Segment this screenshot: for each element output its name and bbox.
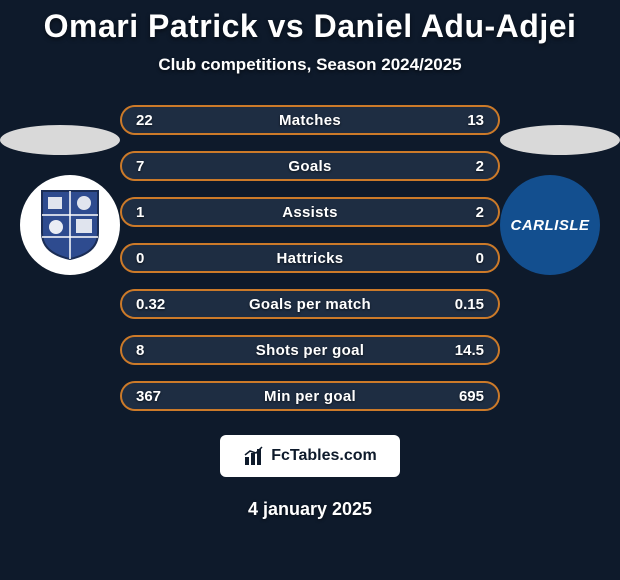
stat-right-value: 2 [444, 158, 484, 175]
branding-text: FcTables.com [271, 447, 377, 465]
stat-row: 0 Hattricks 0 [120, 243, 500, 273]
stat-row: 7 Goals 2 [120, 151, 500, 181]
stat-label: Min per goal [264, 388, 356, 405]
chart-icon [243, 445, 265, 467]
stat-row: 0.32 Goals per match 0.15 [120, 289, 500, 319]
stat-left-value: 22 [136, 112, 176, 129]
stat-right-value: 695 [444, 388, 484, 405]
stat-label: Goals [288, 158, 331, 175]
stat-label: Assists [282, 204, 337, 221]
player-avatar-right [500, 125, 620, 155]
subtitle: Club competitions, Season 2024/2025 [0, 55, 620, 75]
branding-badge: FcTables.com [220, 435, 400, 477]
stats-table: 22 Matches 13 7 Goals 2 1 Assists 2 0 Ha… [120, 105, 500, 411]
stat-left-value: 7 [136, 158, 176, 175]
page-title: Omari Patrick vs Daniel Adu-Adjei [0, 0, 620, 45]
stat-right-value: 14.5 [444, 342, 484, 359]
stat-label: Hattricks [277, 250, 344, 267]
crest-icon [40, 189, 100, 261]
stat-right-value: 2 [444, 204, 484, 221]
stat-label: Shots per goal [256, 342, 364, 359]
stat-row: 22 Matches 13 [120, 105, 500, 135]
stat-left-value: 0 [136, 250, 176, 267]
stat-left-value: 1 [136, 204, 176, 221]
club-text-icon: CARLISLE [506, 215, 594, 235]
stat-row: 1 Assists 2 [120, 197, 500, 227]
player-avatar-left [0, 125, 120, 155]
stat-right-value: 13 [444, 112, 484, 129]
date-text: 4 january 2025 [0, 499, 620, 520]
svg-text:CARLISLE: CARLISLE [511, 217, 590, 234]
stat-right-value: 0.15 [444, 296, 484, 313]
stat-label: Goals per match [249, 296, 371, 313]
stat-row: 367 Min per goal 695 [120, 381, 500, 411]
stat-right-value: 0 [444, 250, 484, 267]
comparison-card: Omari Patrick vs Daniel Adu-Adjei Club c… [0, 0, 620, 580]
stat-left-value: 0.32 [136, 296, 176, 313]
club-badge-left [20, 175, 120, 275]
club-badge-right: CARLISLE [500, 175, 600, 275]
stat-label: Matches [279, 112, 341, 129]
stat-left-value: 367 [136, 388, 176, 405]
stat-row: 8 Shots per goal 14.5 [120, 335, 500, 365]
stat-left-value: 8 [136, 342, 176, 359]
